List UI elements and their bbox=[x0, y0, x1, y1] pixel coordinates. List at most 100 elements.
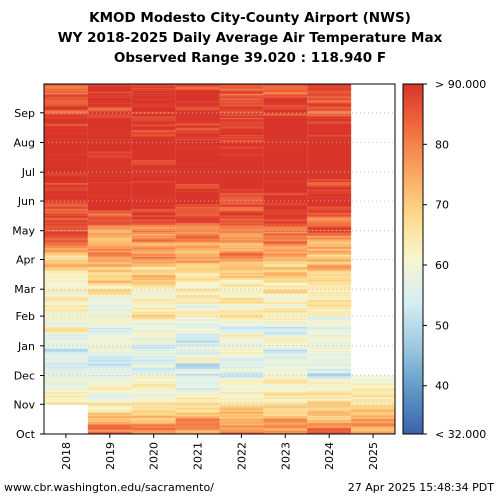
heatmap-cell-2023 bbox=[263, 157, 308, 160]
heatmap-cell-2024 bbox=[307, 347, 352, 350]
heatmap-cell-2020 bbox=[131, 371, 176, 373]
heatmap-cell-2023 bbox=[263, 178, 308, 181]
heatmap-cell-2023 bbox=[263, 176, 308, 178]
heatmap-cell-2024 bbox=[307, 358, 352, 360]
heatmap-cell-2024 bbox=[307, 356, 352, 358]
heatmap-cell-2022 bbox=[219, 398, 264, 400]
heatmap-cell-2020 bbox=[131, 356, 176, 358]
heatmap-cell-2018 bbox=[44, 105, 88, 107]
heatmap-cell-2025 bbox=[351, 429, 396, 431]
heatmap-cell-2018 bbox=[44, 165, 88, 167]
heatmap-cell-2024 bbox=[307, 390, 352, 393]
heatmap-cell-2020 bbox=[131, 284, 176, 286]
heatmap-cell-2019 bbox=[87, 280, 132, 282]
heatmap-cell-2022 bbox=[219, 93, 264, 95]
heatmap-cell-2025 bbox=[351, 404, 396, 406]
heatmap-cell-2024 bbox=[307, 130, 352, 132]
heatmap-cell-2021 bbox=[175, 111, 220, 114]
heatmap-cell-2020 bbox=[131, 318, 176, 321]
heatmap-cell-2018 bbox=[44, 299, 88, 302]
heatmap-cell-2021 bbox=[175, 245, 220, 247]
heatmap-cell-2025 bbox=[351, 388, 396, 391]
heatmap-cell-2024 bbox=[307, 348, 352, 350]
heatmap-cell-2018 bbox=[44, 159, 88, 162]
heatmap-cell-2022 bbox=[219, 375, 264, 377]
heatmap-cell-2024 bbox=[307, 404, 352, 406]
heatmap-cell-2018 bbox=[44, 104, 88, 106]
heatmap-cell-2020 bbox=[131, 189, 176, 191]
heatmap-cell-2022 bbox=[219, 280, 264, 282]
heatmap-cell-2019 bbox=[87, 148, 132, 150]
heatmap-cell-2020 bbox=[131, 328, 176, 330]
heatmap-cell-2022 bbox=[219, 177, 264, 179]
heatmap-cell-2021 bbox=[175, 117, 220, 119]
heatmap-cell-2019 bbox=[87, 396, 132, 398]
heatmap-cell-2021 bbox=[175, 95, 220, 97]
heatmap-cell-2018 bbox=[44, 135, 88, 138]
heatmap-cell-2019 bbox=[87, 169, 132, 171]
heatmap-cell-2023 bbox=[263, 165, 308, 167]
heatmap-cell-2022 bbox=[219, 337, 264, 339]
heatmap-cell-2019 bbox=[87, 179, 132, 182]
heatmap-cell-2021 bbox=[175, 393, 220, 396]
heatmap-cell-2018 bbox=[44, 89, 88, 92]
heatmap-cell-2021 bbox=[175, 425, 220, 427]
heatmap-cell-2021 bbox=[175, 284, 220, 286]
heatmap-cell-2021 bbox=[175, 264, 220, 266]
heatmap-cell-2023 bbox=[263, 219, 308, 221]
heatmap-cell-2021 bbox=[175, 349, 220, 351]
heatmap-cell-2021 bbox=[175, 364, 220, 366]
heatmap-cell-2020 bbox=[131, 102, 176, 104]
heatmap-cell-2022 bbox=[219, 221, 264, 223]
heatmap-cell-2024 bbox=[307, 317, 352, 320]
heatmap-cell-2020 bbox=[131, 231, 176, 233]
heatmap-cell-2021 bbox=[175, 214, 220, 216]
heatmap-cell-2022 bbox=[219, 137, 264, 140]
heatmap-cell-2023 bbox=[263, 169, 308, 171]
heatmap-cell-2024 bbox=[307, 178, 352, 181]
heatmap-cell-2019 bbox=[87, 222, 132, 224]
heatmap-cell-2021 bbox=[175, 107, 220, 109]
heatmap-cell-2020 bbox=[131, 145, 176, 147]
heatmap-cell-2020 bbox=[131, 410, 176, 413]
heatmap-cell-2023 bbox=[263, 374, 308, 376]
heatmap-cell-2020 bbox=[131, 427, 176, 429]
heatmap-cell-2020 bbox=[131, 84, 176, 86]
heatmap-cell-2024 bbox=[307, 229, 352, 232]
heatmap-cell-2020 bbox=[131, 367, 176, 370]
heatmap-cell-2019 bbox=[87, 334, 132, 336]
heatmap-cell-2023 bbox=[263, 170, 308, 172]
heatmap-cell-2024 bbox=[307, 314, 352, 316]
heatmap-cell-2022 bbox=[219, 417, 264, 420]
heatmap-cell-2018 bbox=[44, 175, 88, 177]
heatmap-cell-2022 bbox=[219, 164, 264, 166]
heatmap-cell-2024 bbox=[307, 397, 352, 399]
heatmap-cell-2023 bbox=[263, 410, 308, 413]
heatmap-cell-2023 bbox=[263, 412, 308, 415]
heatmap-cell-2023 bbox=[263, 357, 308, 359]
heatmap-cell-2019 bbox=[87, 181, 132, 184]
heatmap-cell-2020 bbox=[131, 384, 176, 386]
heatmap-cell-2018 bbox=[44, 94, 88, 96]
heatmap-cell-2023 bbox=[263, 391, 308, 394]
heatmap-cell-2024 bbox=[307, 241, 352, 243]
heatmap-cell-2018 bbox=[44, 193, 88, 195]
heatmap-cell-2022 bbox=[219, 361, 264, 363]
heatmap-cell-2021 bbox=[175, 268, 220, 270]
heatmap-cell-2021 bbox=[175, 128, 220, 130]
heatmap-cell-2019 bbox=[87, 117, 132, 119]
heatmap-cell-2024 bbox=[307, 416, 352, 419]
heatmap-cell-2024 bbox=[307, 217, 352, 219]
heatmap-cell-2020 bbox=[131, 200, 176, 203]
heatmap-cell-2018 bbox=[44, 202, 88, 205]
heatmap-cell-2019 bbox=[87, 86, 132, 89]
heatmap-cell-2020 bbox=[131, 92, 176, 94]
heatmap-cell-2024 bbox=[307, 251, 352, 254]
heatmap-cell-2019 bbox=[87, 282, 132, 284]
heatmap-cell-2021 bbox=[175, 424, 220, 426]
heatmap-cell-2021 bbox=[175, 387, 220, 390]
heatmap-cell-2021 bbox=[175, 102, 220, 104]
heatmap-cell-2020 bbox=[131, 213, 176, 215]
heatmap-cell-2020 bbox=[131, 417, 176, 420]
